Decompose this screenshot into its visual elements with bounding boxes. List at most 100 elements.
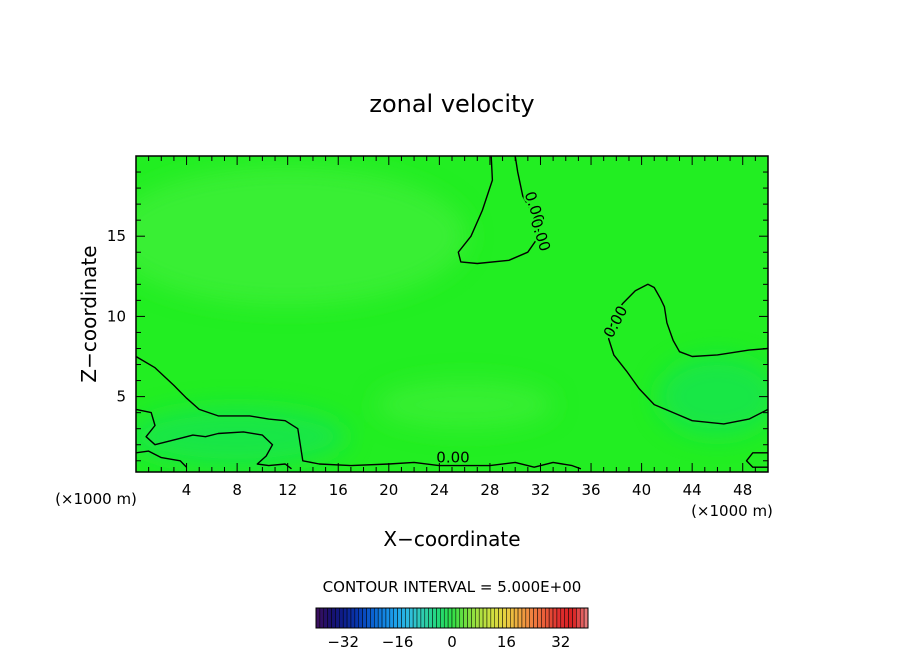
colorbar-cell	[537, 607, 542, 629]
contour-lines	[136, 156, 768, 470]
colorbar-cell	[576, 607, 581, 629]
colorbar-cell	[447, 607, 453, 629]
colorbar-cell	[397, 607, 402, 629]
colorbar-cell	[459, 607, 464, 629]
colorbar-cell	[486, 607, 492, 629]
colorbar-cell	[362, 607, 367, 629]
contour-line	[457, 156, 540, 265]
colorbar-cell	[455, 607, 461, 629]
x-tick-label: 4	[182, 481, 192, 499]
colorbar	[315, 607, 589, 629]
colorbar-cell	[533, 607, 538, 629]
colorbar-cell	[529, 607, 534, 629]
colorbar-cell	[451, 607, 457, 629]
y-tick-label: 5	[116, 388, 126, 406]
colorbar-cell	[478, 607, 484, 629]
contour-line	[608, 283, 768, 425]
colorbar-cell	[432, 607, 437, 629]
colorbar-cell	[420, 607, 426, 629]
colorbar-cell	[506, 607, 511, 629]
colorbar-cell	[475, 607, 480, 629]
colorbar-cell	[354, 607, 359, 629]
x-tick-label: 12	[278, 481, 297, 499]
x-tick-label: 16	[329, 481, 348, 499]
colorbar-cell	[350, 607, 356, 629]
contour-line	[136, 355, 582, 470]
colorbar-tick-label: 0	[447, 633, 457, 651]
colorbar-cell	[389, 607, 394, 629]
colorbar-cell	[428, 607, 433, 629]
plot-area	[136, 156, 768, 472]
x-unit-left: (×1000 m)	[55, 490, 137, 508]
colorbar-cell	[525, 607, 530, 629]
colorbar-cell	[366, 607, 371, 629]
colorbar-cell	[494, 607, 499, 629]
colorbar-cell	[517, 607, 523, 629]
colorbar-cell	[346, 607, 352, 629]
colorbar-cell	[568, 607, 573, 629]
colorbar-cell	[358, 607, 363, 629]
contour-label: 0.00	[436, 449, 469, 467]
colorbar-cell	[424, 607, 429, 629]
colorbar-cell	[502, 607, 507, 629]
colorbar-cell	[377, 607, 383, 629]
colorbar-cell	[335, 607, 340, 629]
colorbar-cell	[564, 607, 569, 629]
colorbar-tick-label: −16	[382, 633, 414, 651]
shade-blob	[374, 379, 555, 430]
colorbar-cell	[498, 607, 503, 629]
colorbar-cell	[510, 607, 515, 629]
colorbar-cell	[521, 607, 527, 629]
colorbar-cell	[412, 607, 418, 629]
colorbar-cell	[482, 607, 488, 629]
axis-ticks	[136, 156, 768, 472]
colorbar-cell	[405, 607, 410, 629]
contour-line	[745, 452, 768, 468]
x-tick-labels: 4 8 12 16 20 24 28 32 36 40 44 48	[182, 481, 752, 499]
colorbar-cell	[545, 607, 550, 629]
colorbar-cell	[401, 607, 406, 629]
colorbar-cell	[490, 607, 495, 629]
colorbar-cell	[579, 607, 585, 629]
colorbar-cell	[552, 607, 558, 629]
colorbar-cell	[467, 607, 472, 629]
colorbar-cell	[327, 607, 332, 629]
shade-blob	[136, 406, 348, 467]
chart-title: zonal velocity	[369, 90, 534, 118]
colorbar-cell	[342, 607, 348, 629]
colorbar-cell	[339, 607, 344, 629]
colorbar-cell	[548, 607, 554, 629]
colorbar-cell	[541, 607, 546, 629]
colorbar-cell	[370, 607, 375, 629]
colorbar-cell	[572, 607, 577, 629]
colorbar-cell	[436, 607, 441, 629]
colorbar-cell	[583, 607, 589, 629]
colorbar-cell	[471, 607, 476, 629]
x-axis-label: X−coordinate	[383, 527, 520, 551]
contour-line	[136, 450, 188, 468]
colorbar-cell	[323, 607, 328, 629]
x-tick-label: 36	[581, 481, 600, 499]
colorbar-cell	[556, 607, 562, 629]
x-tick-label: 48	[733, 481, 752, 499]
contour-line	[136, 408, 292, 470]
colorbar-cell	[381, 607, 387, 629]
shade-blob	[657, 356, 768, 437]
x-tick-label: 28	[480, 481, 499, 499]
x-tick-label: 32	[531, 481, 550, 499]
colorbar-cell	[416, 607, 422, 629]
colorbar-cell	[385, 607, 391, 629]
x-tick-label: 8	[232, 481, 242, 499]
y-tick-labels: 5 10 15	[107, 227, 126, 405]
y-axis-label: Z−coordinate	[77, 245, 101, 382]
x-tick-label: 20	[379, 481, 398, 499]
colorbar-tick-label: 32	[551, 633, 570, 651]
colorbar-tick-label: 16	[497, 633, 516, 651]
x-tick-label: 44	[683, 481, 702, 499]
y-tick-label: 15	[107, 227, 126, 245]
colorbar-cell	[319, 607, 325, 629]
colorbar-cell	[409, 607, 414, 629]
colorbar-cell	[443, 607, 449, 629]
colorbar-tick-label: −32	[327, 633, 359, 651]
